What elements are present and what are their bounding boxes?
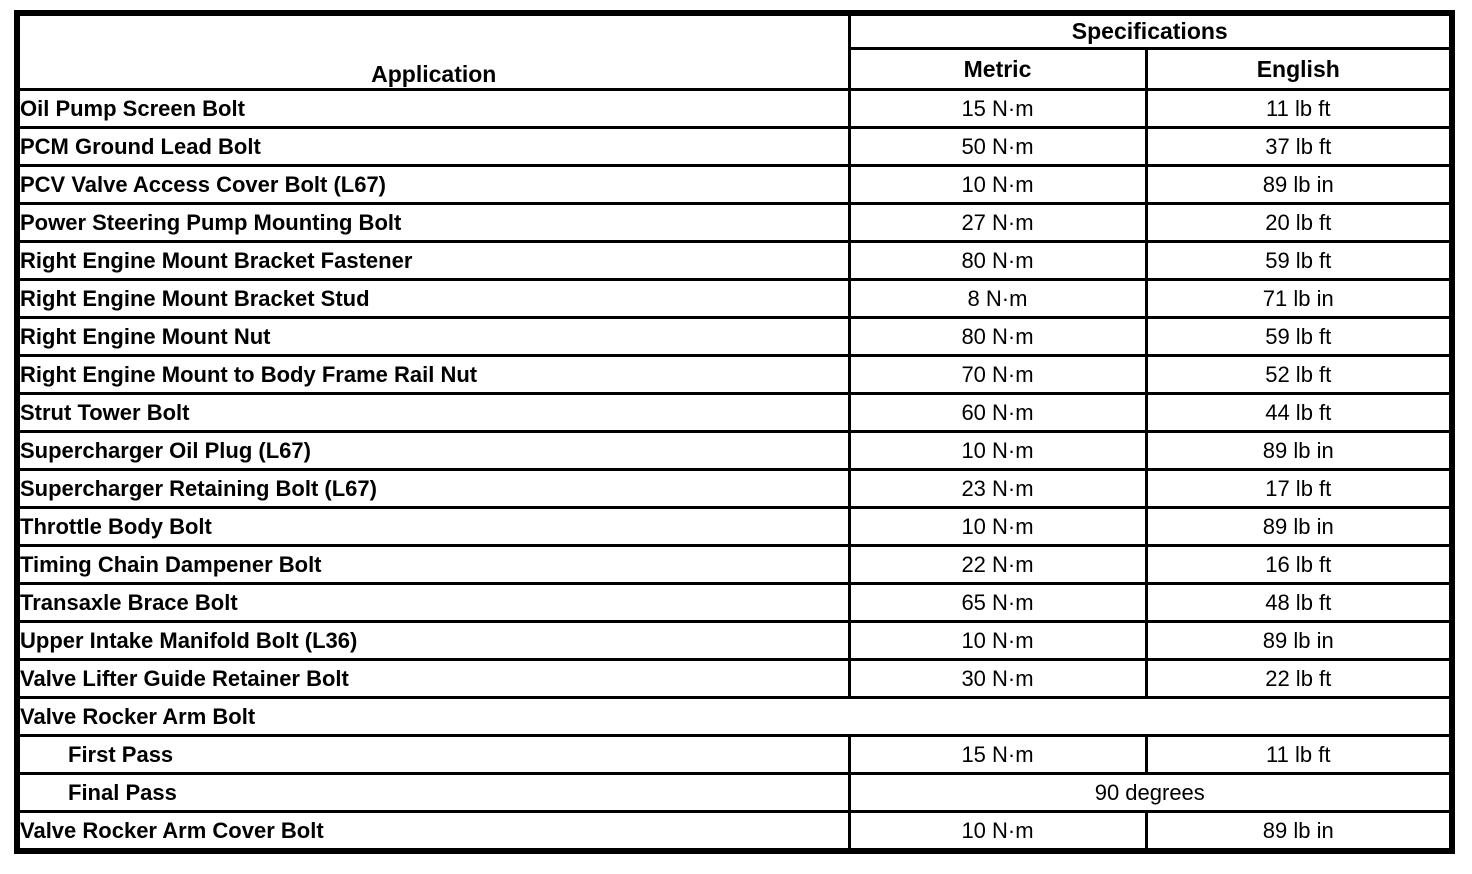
english-value-cell: 52 lb ft [1144, 354, 1454, 395]
table-row: Right Engine Mount Bracket Stud 8 N·m 71 l… [15, 278, 1454, 319]
metric-value-cell: 27 N·m [847, 202, 1148, 243]
table-row: Supercharger Retaining Bolt (L67) 23 N·m 1… [15, 468, 1454, 509]
english-value-cell: 48 lb ft [1144, 582, 1454, 623]
table-row: PCV Valve Access Cover Bolt (L67) 10 N·m 8… [15, 164, 1454, 205]
table-row: Supercharger Oil Plug (L67) 10 N·m 89 lb i… [15, 430, 1454, 471]
table-row: Valve Rocker Arm Cover Bolt 10 N·m 89 lb i… [15, 810, 1454, 853]
application-cell: Right Engine Mount to Body Frame Rail Nu… [15, 354, 851, 395]
spec-table-body: Oil Pump Screen Bolt 15 N·m 11 lb ft PCM Gr… [15, 88, 1454, 853]
english-value-cell: 22 lb ft [1144, 658, 1454, 699]
application-cell: Valve Rocker Arm Cover Bolt [15, 810, 851, 853]
application-cell: Oil Pump Screen Bolt [15, 88, 851, 129]
metric-value-cell: 15 N·m [847, 734, 1148, 775]
application-cell: Timing Chain Dampener Bolt [15, 544, 851, 585]
english-value-cell: 71 lb in [1144, 278, 1454, 319]
english-value-cell: 89 lb in [1144, 164, 1454, 205]
application-cell: Upper Intake Manifold Bolt (L36) [15, 620, 851, 661]
metric-value-cell: 30 N·m [847, 658, 1148, 699]
application-cell: Right Engine Mount Nut [15, 316, 851, 357]
application-cell: Supercharger Oil Plug (L67) [15, 430, 851, 471]
english-value-cell: 89 lb in [1144, 620, 1454, 661]
english-value-cell: 89 lb in [1144, 430, 1454, 471]
table-row: Valve Lifter Guide Retainer Bolt 30 N·m 22… [15, 658, 1454, 699]
application-cell: Right Engine Mount Bracket Fastener [15, 240, 851, 281]
header-row-specifications: Application Specifications [15, 11, 1454, 91]
application-cell: Final Pass [15, 772, 851, 813]
table-row: Right Engine Mount to Body Frame Rail Nu… [15, 354, 1454, 395]
table-row: First Pass 15 N·m 11 lb ft [15, 734, 1454, 775]
table-row: Timing Chain Dampener Bolt 22 N·m 16 lb ft [15, 544, 1454, 585]
english-column-header: English [1144, 47, 1454, 91]
english-value-cell: 20 lb ft [1144, 202, 1454, 243]
table-row: PCM Ground Lead Bolt 50 N·m 37 lb ft [15, 126, 1454, 167]
specifications-column-group-header: Specifications [847, 11, 1454, 50]
application-cell: Supercharger Retaining Bolt (L67) [15, 468, 851, 509]
metric-value-cell: 80 N·m [847, 316, 1148, 357]
table-row: Oil Pump Screen Bolt 15 N·m 11 lb ft [15, 88, 1454, 129]
application-cell: Valve Rocker Arm Bolt [15, 696, 1454, 737]
header-row-units: Metric English [17, 47, 1454, 91]
scanned-document-page: Application Specifications Metric Englis… [14, 10, 1455, 854]
english-value-cell: 11 lb ft [1144, 734, 1454, 775]
metric-value-cell: 10 N·m [847, 430, 1148, 471]
english-value-cell: 44 lb ft [1144, 392, 1454, 433]
metric-value-cell: 23 N·m [847, 468, 1148, 509]
table-row: Transaxle Brace Bolt 65 N·m 48 lb ft [15, 582, 1454, 623]
table-row: Power Steering Pump Mounting Bolt 27 N·m 2… [15, 202, 1454, 243]
merged-spec-cell: 90 degrees [847, 772, 1454, 813]
application-cell: Strut Tower Bolt [15, 392, 851, 433]
application-cell: PCM Ground Lead Bolt [15, 126, 851, 167]
metric-value-cell: 10 N·m [847, 164, 1148, 205]
metric-value-cell: 50 N·m [847, 126, 1148, 167]
metric-value-cell: 15 N·m [847, 88, 1148, 129]
metric-value-cell: 80 N·m [847, 240, 1148, 281]
english-value-cell: 11 lb ft [1144, 88, 1454, 129]
english-value-cell: 16 lb ft [1144, 544, 1454, 585]
metric-value-cell: 10 N·m [847, 620, 1148, 661]
table-row: Upper Intake Manifold Bolt (L36) 10 N·m 89… [15, 620, 1454, 661]
english-value-cell: 89 lb in [1144, 506, 1454, 547]
application-cell: Throttle Body Bolt [15, 506, 851, 547]
english-value-cell: 59 lb ft [1144, 316, 1454, 357]
english-value-cell: 59 lb ft [1144, 240, 1454, 281]
metric-value-cell: 22 N·m [847, 544, 1148, 585]
metric-value-cell: 65 N·m [847, 582, 1148, 623]
application-column-header: Application [15, 11, 851, 91]
application-cell: Right Engine Mount Bracket Stud [15, 278, 851, 319]
table-header: Application Specifications Metric Englis… [15, 11, 1454, 91]
metric-value-cell: 70 N·m [847, 354, 1148, 395]
metric-value-cell: 10 N·m [847, 810, 1148, 853]
english-value-cell: 37 lb ft [1144, 126, 1454, 167]
table-row: Throttle Body Bolt 10 N·m 89 lb in [15, 506, 1454, 547]
table-row: Final Pass 90 degrees [15, 772, 1454, 813]
application-cell: Power Steering Pump Mounting Bolt [15, 202, 851, 243]
metric-column-header: Metric [847, 47, 1148, 91]
torque-spec-table: Application Specifications Metric Englis… [14, 10, 1455, 854]
table-row: Right Engine Mount Bracket Fastener 80 N·… [15, 240, 1454, 281]
english-value-cell: 89 lb in [1144, 810, 1454, 853]
metric-value-cell: 10 N·m [847, 506, 1148, 547]
metric-value-cell: 60 N·m [847, 392, 1148, 433]
application-cell: PCV Valve Access Cover Bolt (L67) [15, 164, 851, 205]
table-row: Strut Tower Bolt 60 N·m 44 lb ft [15, 392, 1454, 433]
english-value-cell: 17 lb ft [1144, 468, 1454, 509]
metric-value-cell: 8 N·m [847, 278, 1148, 319]
application-cell: Valve Lifter Guide Retainer Bolt [15, 658, 851, 699]
application-cell: Transaxle Brace Bolt [15, 582, 851, 623]
application-cell: First Pass [15, 734, 851, 775]
table-row: Valve Rocker Arm Bolt [15, 696, 1454, 737]
table-row: Right Engine Mount Nut 80 N·m 59 lb ft [15, 316, 1454, 357]
